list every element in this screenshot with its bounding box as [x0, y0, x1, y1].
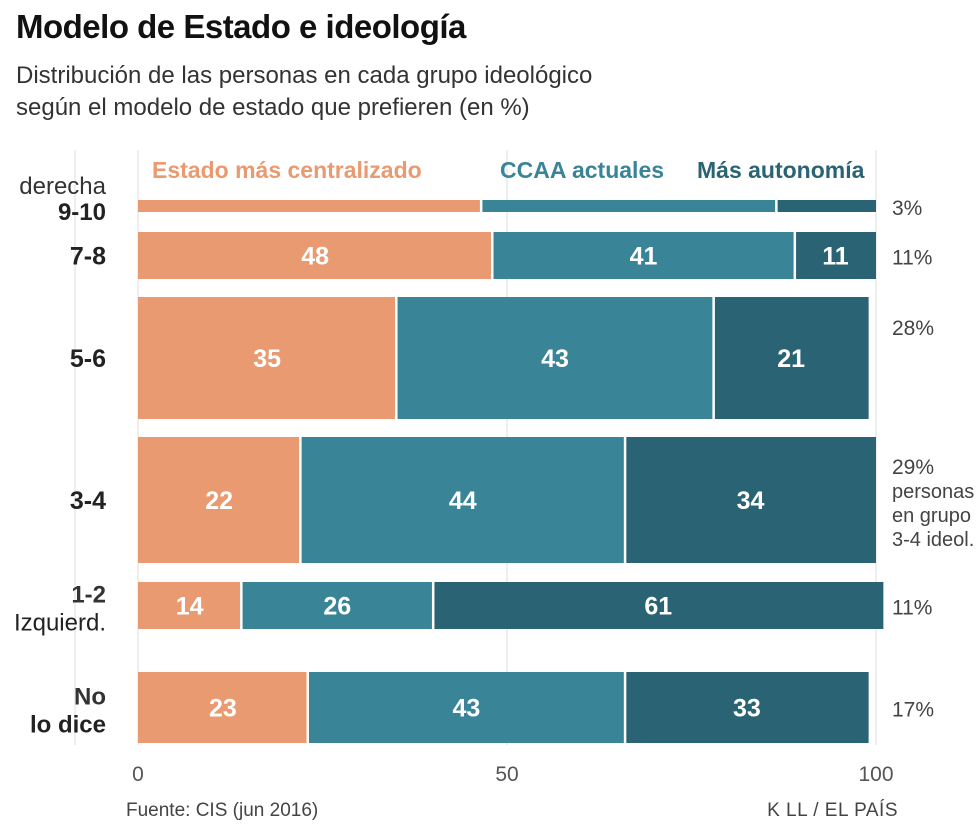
- bar-value-label: 61: [644, 593, 672, 621]
- group-share-label: 11%: [892, 597, 932, 620]
- group-share-label: 29%: [892, 456, 934, 479]
- legend-actuales: CCAA actuales: [500, 157, 664, 183]
- row-label-top: 1-2: [71, 582, 106, 609]
- row-label-top: derecha: [19, 173, 106, 200]
- bar-value-label: 43: [453, 695, 481, 723]
- bar-autonomia: [625, 672, 869, 743]
- bar-value-label: 22: [205, 487, 233, 515]
- x-tick-label: 50: [495, 763, 518, 786]
- bar-actuales: [481, 200, 777, 212]
- group-share-note: 3-4 ideol.: [892, 529, 974, 551]
- bar-value-label: 26: [323, 593, 351, 621]
- bar-autonomia: [625, 437, 876, 563]
- legend-centralizado: Estado más centralizado: [152, 157, 422, 183]
- bar-value-label: 11: [822, 243, 849, 271]
- row-label-bottom: 9-10: [58, 199, 106, 226]
- row-label: 3-4: [70, 487, 106, 515]
- bar-centralizado: [138, 672, 308, 743]
- bar-value-label: 33: [733, 695, 761, 723]
- chart-subtitle: Distribución de las personas en cada gru…: [16, 60, 776, 124]
- bar-value-label: 14: [176, 593, 204, 621]
- bar-autonomia: [776, 200, 876, 212]
- bar-autonomia: [713, 297, 869, 419]
- bar-value-label: 23: [209, 695, 237, 723]
- group-share-label: 11%: [892, 247, 932, 270]
- bar-centralizado: [138, 582, 242, 629]
- bar-actuales: [396, 297, 714, 419]
- group-share-note: en grupo: [892, 505, 971, 527]
- bar-value-label: 41: [630, 243, 658, 271]
- bar-value-label: 48: [301, 243, 329, 271]
- row-label: 7-8: [70, 243, 106, 271]
- credit-note: K LL / EL PAÍS: [767, 800, 898, 821]
- legend-autonomia: Más autonomía: [697, 157, 865, 183]
- subtitle-line-1: Distribución de las personas en cada gru…: [16, 62, 593, 89]
- bar-autonomia: [794, 232, 876, 279]
- bar-value-label: 43: [541, 345, 569, 373]
- row-label-bottom: lo dice: [30, 712, 106, 739]
- bar-actuales: [300, 437, 626, 563]
- bar-value-label: 21: [777, 345, 805, 373]
- row-label-bottom: Izquierd.: [14, 610, 106, 637]
- bar-actuales: [241, 582, 434, 629]
- group-share-label: 28%: [892, 317, 934, 340]
- bar-value-label: 35: [253, 345, 281, 373]
- bar-actuales: [307, 672, 626, 743]
- bar-centralizado: [138, 297, 397, 419]
- chart-title: Modelo de Estado e ideología: [16, 8, 466, 45]
- bar-actuales: [492, 232, 795, 279]
- bar-centralizado: [138, 437, 301, 563]
- group-share-label: 17%: [892, 699, 934, 722]
- bar-centralizado: [138, 200, 482, 212]
- row-label-top: No: [74, 684, 106, 711]
- x-tick-label: 100: [858, 763, 893, 786]
- group-share-note: personas: [892, 481, 974, 503]
- bar-autonomia: [433, 582, 884, 629]
- bar-value-label: 44: [449, 487, 477, 515]
- bar-value-label: 34: [737, 487, 765, 515]
- bar-centralizado: [138, 232, 493, 279]
- row-label: 5-6: [70, 345, 106, 373]
- x-tick-label: 0: [132, 763, 144, 786]
- subtitle-line-2: según el modelo de estado que prefieren …: [16, 94, 530, 121]
- group-share-label: 3%: [892, 197, 922, 220]
- source-note: Fuente: CIS (jun 2016): [126, 800, 319, 821]
